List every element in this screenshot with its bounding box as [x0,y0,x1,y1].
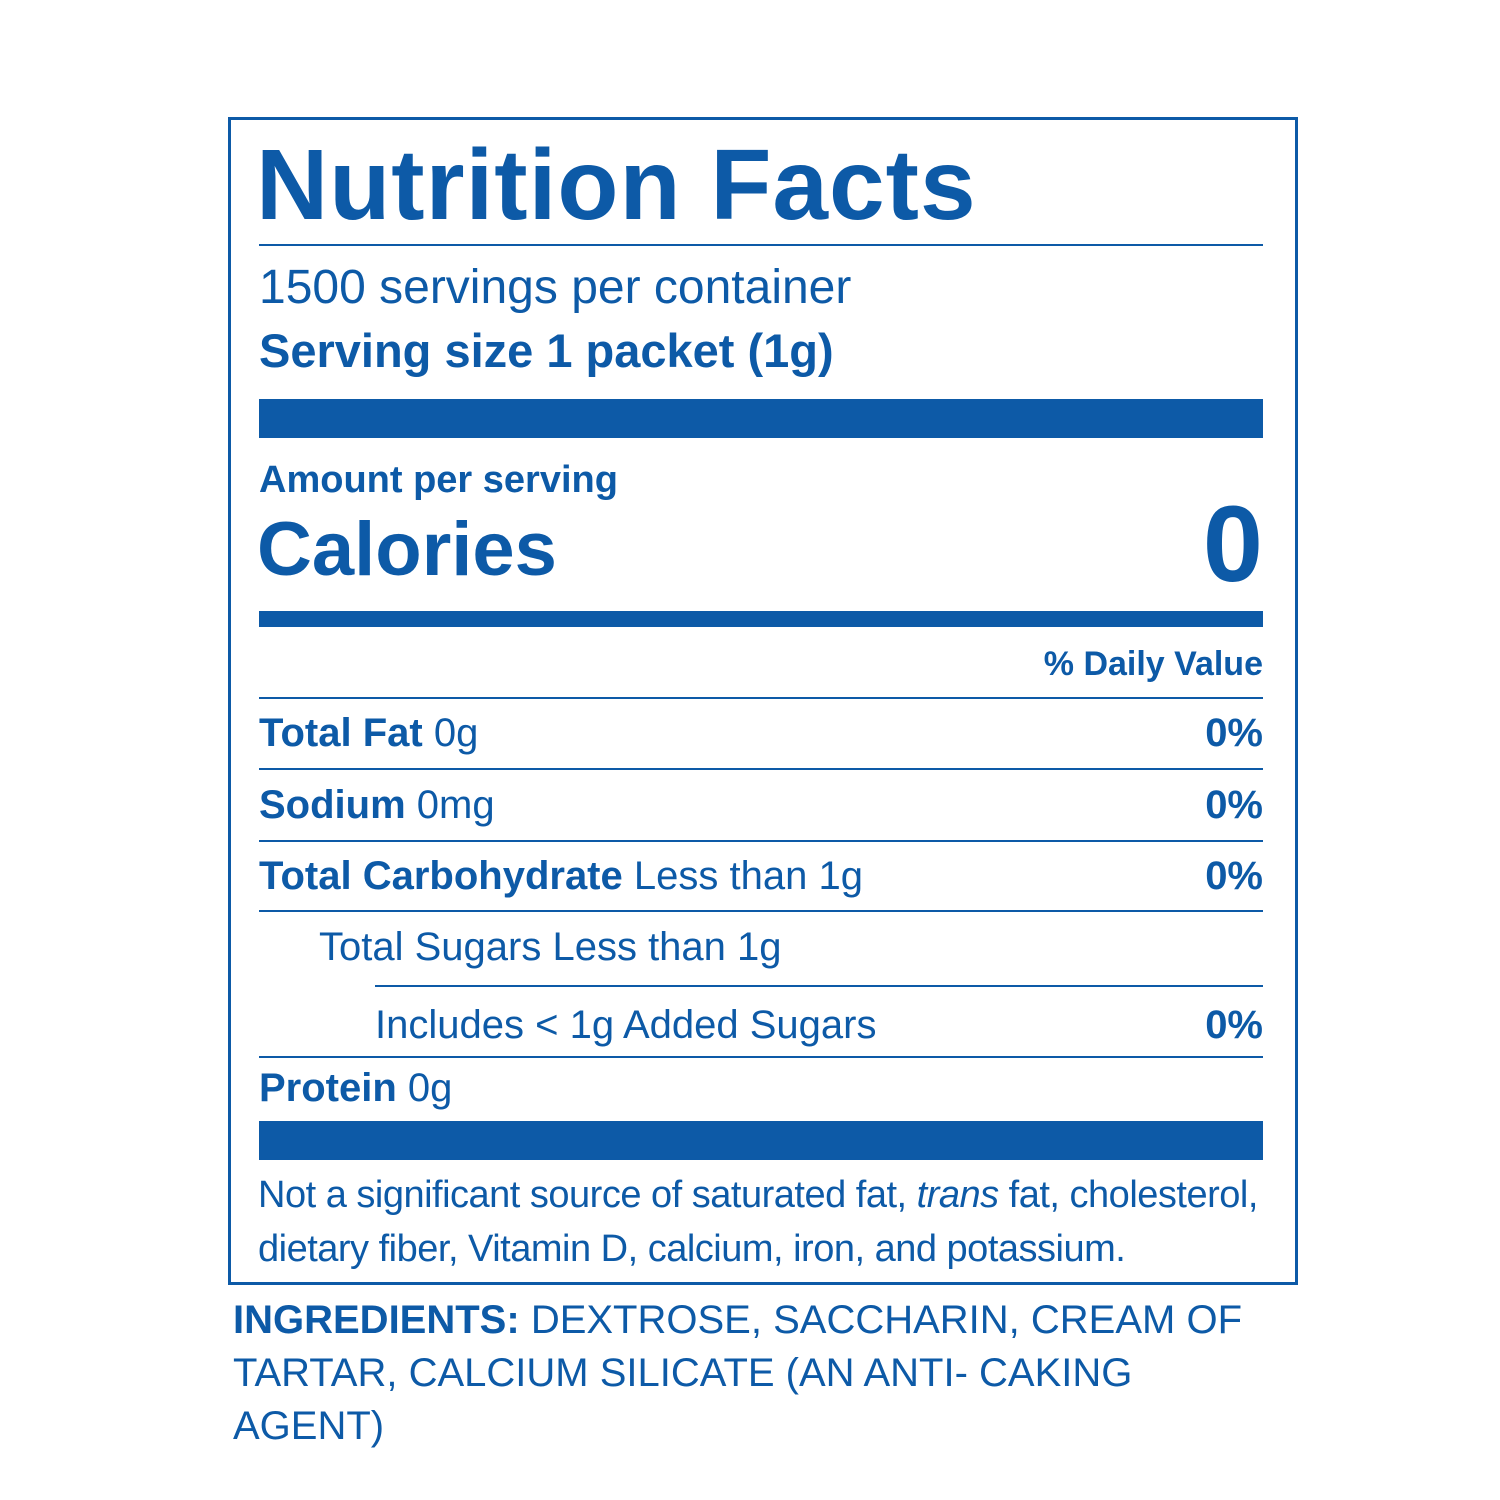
serving-size: Serving size 1 packet (1g) [259,324,834,377]
dv-header: % Daily Value [1043,645,1263,683]
rule [259,768,1263,770]
nutrient-amount: 0mg [416,783,495,827]
ingredients: INGREDIENTS: DEXTROSE, SACCHARIN, CREAM … [233,1294,1243,1453]
nutrient-name: Total Fat [259,711,423,755]
rule [259,1056,1263,1058]
thick-bar [259,399,1263,438]
title: Nutrition Facts [256,129,977,241]
medium-bar [259,611,1263,627]
thick-bar [259,1121,1263,1160]
footnote-text: fat, cholesterol, dietary fiber, Vitamin… [258,1174,1258,1270]
nutrient-row: Includes < 1g Added Sugars [375,1003,877,1047]
footnote-text: Not a significant source of saturated fa… [258,1174,917,1216]
nutrient-row: Total Fat 0g [259,709,478,757]
label-border [228,117,1298,1285]
footnote-italic: trans [916,1174,999,1216]
footnote: Not a significant source of saturated fa… [258,1168,1268,1276]
nutrient-row: Total Carbohydrate Less than 1g [259,852,863,900]
daily-value: 0% [1205,1003,1263,1047]
daily-value: 0% [1205,783,1263,827]
daily-value: 0% [1205,854,1263,898]
servings: 1500 servings per container [259,261,852,314]
amount-label: Amount per serving [259,459,618,501]
nutrient-name: Sodium [259,783,406,827]
ingredients-text: DEXTROSE, SACCHARIN, CREAM OF TARTAR, CA… [233,1298,1243,1448]
rule [259,910,1263,912]
nutrient-name: Protein [259,1066,397,1110]
nutrient-amount: 0g [407,1066,453,1110]
rule [259,697,1263,699]
rule [259,840,1263,842]
ingredients-label: INGREDIENTS: [233,1298,520,1342]
nutrient-amount: Less than 1g [633,854,863,898]
nutrient-row: Sodium 0mg [259,781,495,829]
daily-value: 0% [1205,711,1263,755]
rule [375,985,1263,987]
nutrient-row: Total Sugars Less than 1g [319,925,782,969]
nutrient-name: Total Carbohydrate [259,854,623,898]
calories-label: Calories [257,507,557,592]
nutrient-amount: 0g [433,711,479,755]
rule [259,244,1263,246]
calories-value: 0 [1202,483,1263,604]
nutrient-row: Protein 0g [259,1064,452,1112]
